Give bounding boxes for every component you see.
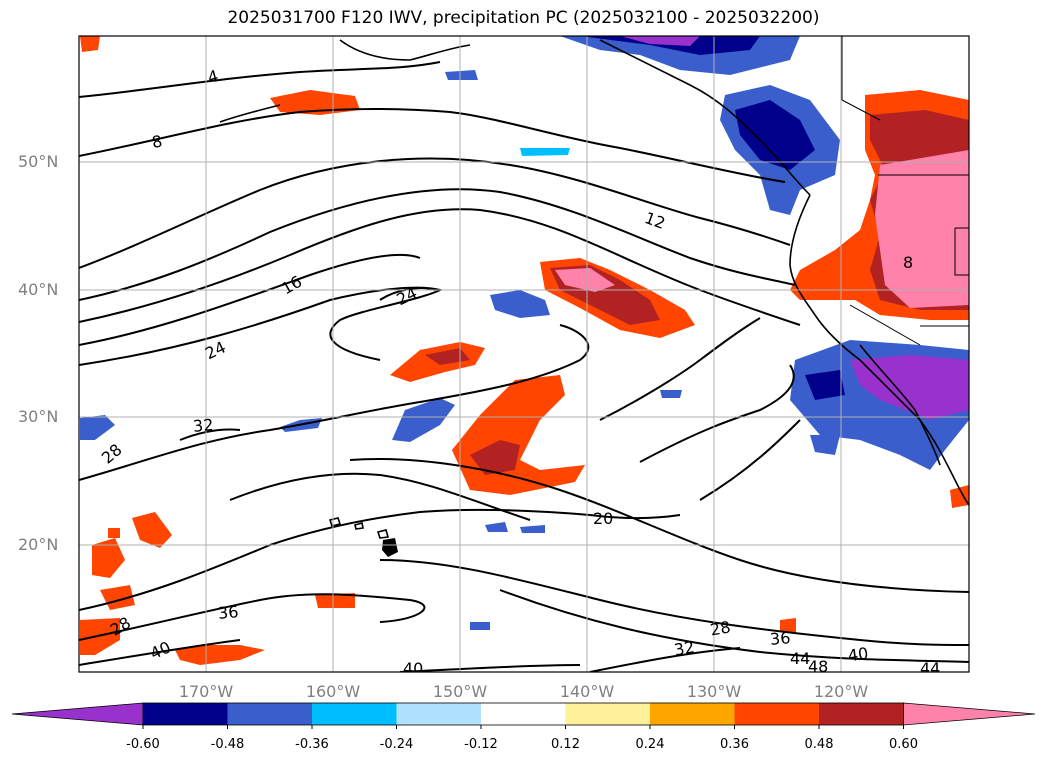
hawaii-island	[382, 538, 398, 557]
contour-label: 44	[790, 649, 810, 668]
contour-label: 28	[98, 440, 126, 468]
colorbar-tick-label: -0.48	[210, 737, 245, 752]
map-title: 2025031700 F120 IWV, precipitation PC (2…	[227, 8, 820, 28]
contour-label: 4	[206, 66, 221, 87]
colorbar-tick-label: -0.36	[295, 737, 329, 752]
colorbar-tick-label: -0.12	[464, 737, 498, 752]
contour-label: 40	[147, 637, 173, 663]
contour-label: 44	[920, 659, 940, 678]
lat-label: 20°N	[18, 535, 59, 554]
lat-label: 30°N	[18, 407, 59, 426]
contour-label: 16	[278, 272, 305, 299]
colorbar-tick-label: 0.24	[635, 737, 665, 752]
colorbar-tick-label: 0.36	[720, 737, 749, 752]
contour-label: 36	[217, 602, 239, 623]
lon-label: 120°W	[813, 682, 869, 701]
lon-label: 130°W	[686, 682, 742, 701]
contour-label: 40	[403, 659, 423, 678]
colorbar-tick-label: 0.48	[804, 737, 834, 752]
contour-label: 28	[709, 617, 732, 639]
neg-area-central	[392, 398, 455, 442]
contour-label: 32	[192, 415, 214, 436]
precip-anomaly-fills	[80, 36, 969, 665]
contour-label: 36	[769, 628, 791, 649]
lon-label: 170°W	[178, 682, 234, 701]
contour-label: 8	[903, 253, 913, 272]
lon-label: 160°W	[305, 682, 361, 701]
contour-label: 12	[642, 208, 668, 233]
borders	[841, 36, 969, 346]
colorbar-tick-label: -0.24	[379, 737, 414, 752]
gridlines	[79, 36, 969, 672]
contour-label: 40	[847, 644, 870, 666]
lat-label: 50°N	[18, 152, 59, 171]
lon-label: 150°W	[432, 682, 488, 701]
lon-label: 140°W	[559, 682, 615, 701]
colorbar-tick-label: 0.60	[889, 737, 918, 752]
lat-label: 40°N	[18, 280, 59, 299]
iwv-contours	[79, 61, 969, 672]
plot-frame	[78, 35, 970, 673]
colorbar-tick-label: -0.60	[126, 737, 160, 752]
contour-label: 32	[673, 637, 696, 659]
contour-label: 20	[593, 509, 613, 528]
contour-label: 8	[150, 131, 163, 151]
colorbar-tick-label: 0.12	[551, 737, 580, 752]
coastlines	[219, 39, 969, 539]
contour-label: 48	[808, 657, 828, 676]
